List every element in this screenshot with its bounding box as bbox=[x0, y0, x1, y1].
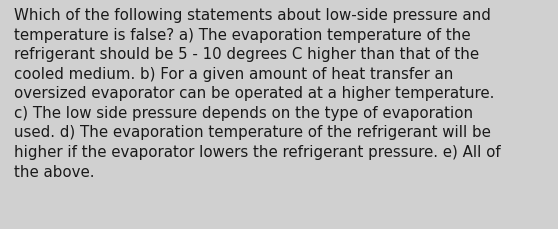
Text: Which of the following statements about low-side pressure and
temperature is fal: Which of the following statements about … bbox=[14, 8, 501, 179]
